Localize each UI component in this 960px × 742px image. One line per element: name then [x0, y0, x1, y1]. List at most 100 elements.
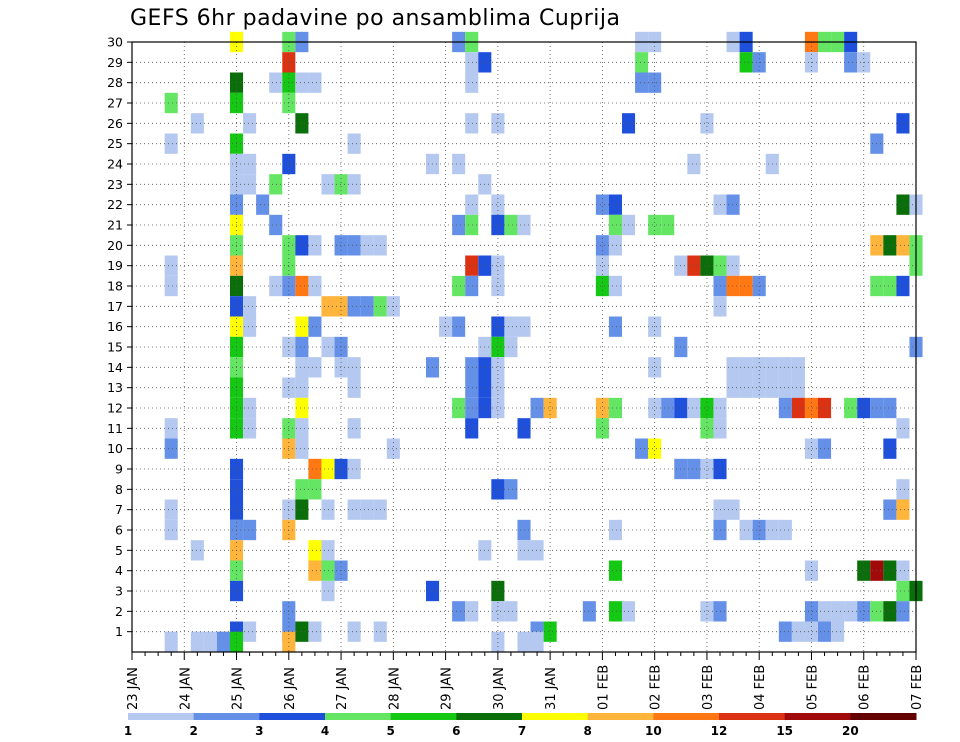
heatmap-cell — [243, 174, 257, 195]
heatmap-cells — [164, 31, 923, 652]
y-axis: 1234567891011121314151617181920212223242… — [107, 35, 132, 639]
heatmap-cell — [465, 357, 479, 378]
heatmap-cell — [334, 357, 348, 378]
heatmap-cell — [347, 621, 361, 642]
heatmap-cell — [164, 418, 178, 439]
heatmap-cell — [269, 174, 283, 195]
x-tick-label: 03 FEB — [701, 665, 716, 710]
heatmap-cell — [164, 499, 178, 520]
y-tick-label: 24 — [107, 157, 123, 172]
heatmap-cell — [164, 133, 178, 154]
y-tick-label: 18 — [107, 279, 123, 294]
plot-frame — [131, 41, 917, 653]
heatmap-cell — [334, 174, 348, 195]
legend-level-label: 3 — [255, 724, 263, 738]
heatmap-cell — [452, 601, 466, 622]
y-tick-label: 20 — [107, 238, 123, 253]
heatmap-cell — [452, 397, 466, 419]
x-tick-label: 25 JAN — [231, 667, 246, 710]
y-tick-label: 23 — [107, 177, 123, 192]
heatmap-cell — [334, 235, 348, 256]
heatmap-cell — [465, 72, 479, 93]
heatmap-cell — [791, 357, 805, 378]
heatmap-cell — [295, 377, 309, 398]
heatmap-cell — [608, 214, 622, 236]
heatmap-cell — [778, 397, 792, 419]
color-legend: 1 2 3 4 5 6 7 8 10 12 15 20 — [124, 713, 917, 738]
heatmap-cell — [243, 316, 257, 337]
heatmap-cell — [857, 397, 871, 419]
x-tick-label: 29 JAN — [440, 667, 455, 710]
heatmap-cell — [190, 540, 204, 561]
heatmap-cell — [347, 133, 361, 154]
heatmap-cell — [308, 560, 322, 581]
heatmap-cell — [308, 621, 322, 642]
heatmap-cell — [269, 275, 283, 297]
heatmap-cell — [635, 72, 649, 93]
heatmap-cell — [896, 560, 910, 581]
heatmap-cell — [608, 235, 622, 256]
heatmap-cell — [491, 397, 505, 419]
y-tick-label: 26 — [107, 116, 123, 131]
legend-swatch — [653, 713, 720, 720]
heatmap-cell — [883, 601, 897, 622]
x-tick-label: 28 JAN — [387, 667, 402, 710]
heatmap-cell — [491, 214, 505, 236]
heatmap-cell — [648, 397, 662, 419]
heatmap-cell — [687, 458, 701, 480]
heatmap-cell — [504, 601, 518, 622]
x-tick-label: 24 JAN — [178, 667, 193, 710]
x-tick-label: 04 FEB — [753, 665, 768, 710]
heatmap-cell — [295, 316, 309, 337]
heatmap-cell — [896, 418, 910, 439]
legend-level-label: 2 — [189, 724, 197, 738]
chart-title: GEFS 6hr padavine po ansamblima Cuprija — [130, 6, 621, 31]
heatmap-cell — [360, 499, 374, 520]
heatmap-cell — [164, 255, 178, 276]
heatmap-cell — [465, 255, 479, 276]
legend-swatch — [259, 713, 326, 720]
heatmap-cell — [465, 601, 479, 622]
heatmap-cell — [295, 418, 309, 439]
heatmap-cell — [308, 458, 322, 480]
heatmap-cell — [386, 438, 400, 459]
heatmap-cell — [687, 153, 701, 175]
heatmap-cell — [608, 316, 622, 337]
heatmap-cell — [778, 377, 792, 398]
x-tick-label: 27 JAN — [335, 667, 350, 710]
x-tick-label: 23 JAN — [126, 667, 141, 710]
heatmap-cell — [517, 631, 531, 652]
heatmap-cell — [726, 194, 740, 215]
legend-level-label: 12 — [711, 724, 728, 738]
heatmap-cell — [608, 194, 622, 215]
legend-swatch — [193, 713, 260, 720]
heatmap-cell — [491, 255, 505, 276]
heatmap-cell — [465, 113, 479, 134]
heatmap-cell — [256, 194, 270, 215]
heatmap-cell — [608, 275, 622, 297]
heatmap-cell — [608, 601, 622, 622]
heatmap-cell — [791, 377, 805, 398]
x-tick-label: 31 JAN — [544, 667, 559, 710]
heatmap-cell — [752, 519, 766, 541]
heatmap-cell — [308, 72, 322, 93]
heatmap-cell — [465, 194, 479, 215]
heatmap-cell — [739, 519, 753, 541]
x-tick-label: 06 FEB — [858, 665, 873, 710]
y-tick-label: 1 — [115, 624, 123, 639]
legend-swatch — [587, 713, 654, 720]
y-tick-label: 27 — [107, 96, 123, 111]
y-tick-label: 29 — [107, 55, 123, 70]
heatmap-cell — [739, 275, 753, 297]
heatmap-cell — [347, 296, 361, 317]
heatmap-cell — [308, 235, 322, 256]
heatmap-cell — [243, 113, 257, 134]
heatmap-cell — [896, 113, 910, 134]
heatmap-cell — [752, 275, 766, 297]
heatmap-cell — [896, 194, 910, 215]
heatmap-cell — [491, 377, 505, 398]
legend-level-label: 4 — [321, 724, 329, 738]
heatmap-cell — [661, 397, 675, 419]
heatmap-cell — [491, 357, 505, 378]
